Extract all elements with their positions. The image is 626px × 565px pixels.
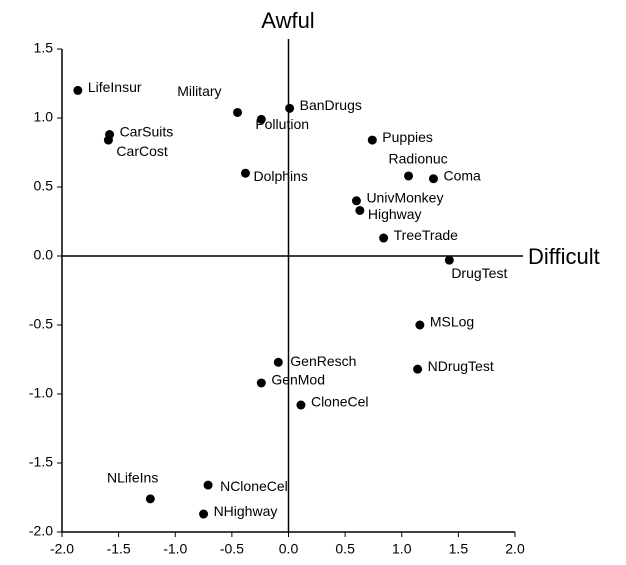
point xyxy=(240,168,250,178)
point-label: Military xyxy=(177,83,221,99)
x-tick-label: -2.0 xyxy=(50,541,74,557)
point-label: Highway xyxy=(368,206,422,222)
point xyxy=(413,364,423,374)
point-label: CarSuits xyxy=(120,123,174,139)
point-label: DrugTest xyxy=(451,265,507,281)
point-label: UnivMonkey xyxy=(366,190,443,206)
point xyxy=(145,494,155,504)
x-tick-label: -0.5 xyxy=(220,541,244,557)
point-label: NCloneCel xyxy=(220,478,288,494)
point-label: NLifeIns xyxy=(107,470,158,486)
y-tick-label: 0.0 xyxy=(34,247,54,263)
point xyxy=(367,135,377,145)
point-label: MSLog xyxy=(430,314,474,330)
x-tick-label: 0.5 xyxy=(335,541,355,557)
point-label: CloneCel xyxy=(311,394,369,410)
point-label: GenMod xyxy=(271,372,325,388)
y-tick-label: -0.5 xyxy=(29,316,53,332)
point xyxy=(199,509,209,519)
x-tick-label: 1.0 xyxy=(392,541,412,557)
point-label: Dolphins xyxy=(253,168,307,184)
point xyxy=(428,174,438,184)
point xyxy=(256,114,266,124)
x-tick-label: -1.5 xyxy=(107,541,131,557)
y-tick-label: 1.0 xyxy=(34,109,54,125)
point-label: NDrugTest xyxy=(428,358,494,374)
point-label: NHighway xyxy=(214,503,278,519)
point xyxy=(355,205,365,215)
point xyxy=(73,85,83,95)
point xyxy=(444,255,454,265)
point xyxy=(296,400,306,410)
y-tick-label: 0.5 xyxy=(34,178,54,194)
point xyxy=(415,320,425,330)
y-tick-label: -1.5 xyxy=(29,454,53,470)
y-tick-label: -1.0 xyxy=(29,385,53,401)
point xyxy=(203,480,213,490)
x-tick-label: -1.0 xyxy=(163,541,187,557)
point xyxy=(256,378,266,388)
x-tick-label: 2.0 xyxy=(505,541,525,557)
y-tick-label: 1.5 xyxy=(34,40,54,56)
point-label: Radionuc xyxy=(389,151,448,167)
point-label: TreeTrade xyxy=(394,227,459,243)
point-label: Puppies xyxy=(382,129,433,145)
point-label: GenResch xyxy=(290,353,356,369)
point-label: CarCost xyxy=(116,143,167,159)
x-axis-title: Difficult xyxy=(528,244,600,269)
point xyxy=(379,233,389,243)
point-label: BanDrugs xyxy=(300,97,362,113)
point xyxy=(233,107,243,117)
point xyxy=(273,357,283,367)
point xyxy=(285,103,295,113)
y-tick-label: -2.0 xyxy=(29,523,53,539)
point-label: Coma xyxy=(443,167,481,183)
point xyxy=(103,135,113,145)
x-tick-label: 1.5 xyxy=(449,541,469,557)
y-axis-title: Awful xyxy=(261,8,314,33)
point-label: LifeInsur xyxy=(88,79,142,95)
x-tick-label: 0.0 xyxy=(279,541,299,557)
point-label: Pollution xyxy=(255,116,309,132)
point xyxy=(404,171,414,181)
point xyxy=(351,196,361,206)
